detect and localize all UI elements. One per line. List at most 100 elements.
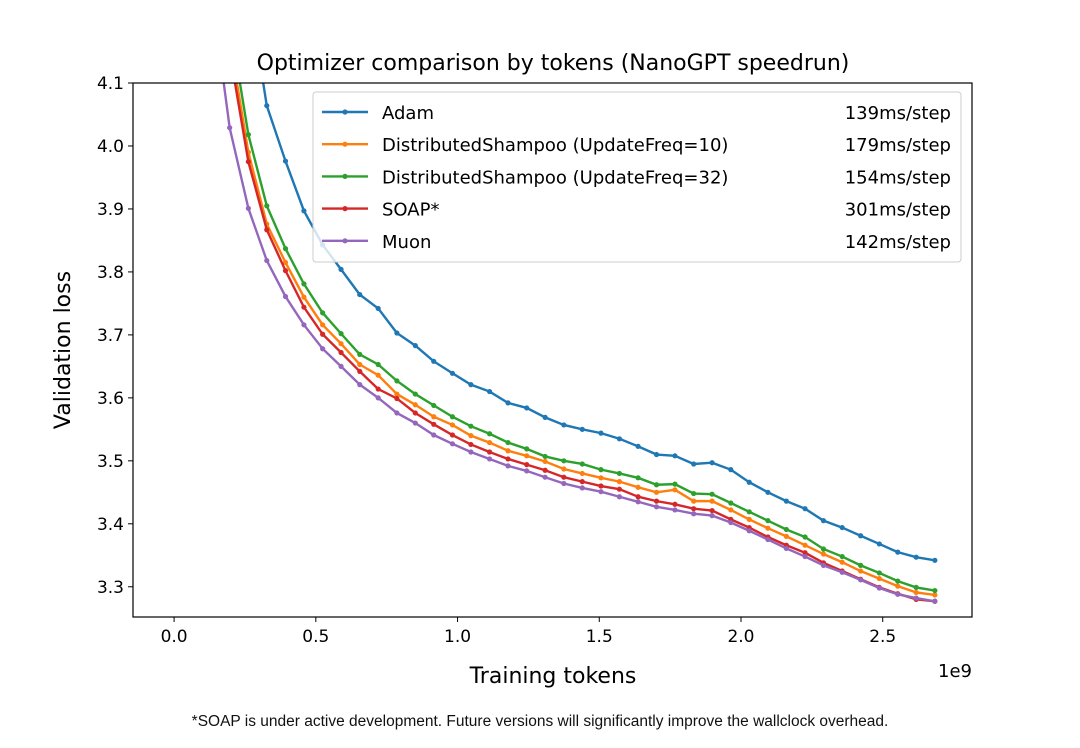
legend-label: Muon bbox=[382, 232, 431, 253]
data-point bbox=[802, 553, 808, 560]
data-point bbox=[486, 431, 493, 437]
data-point bbox=[579, 479, 585, 485]
data-point bbox=[412, 391, 418, 397]
data-point bbox=[412, 402, 418, 408]
legend-label: SOAP* bbox=[382, 200, 439, 221]
data-point bbox=[449, 441, 456, 447]
data-point bbox=[858, 533, 864, 539]
data-point bbox=[579, 426, 585, 432]
data-point bbox=[301, 294, 307, 300]
data-point bbox=[765, 525, 771, 531]
data-point bbox=[728, 507, 734, 513]
data-point bbox=[524, 468, 530, 474]
data-point bbox=[542, 467, 548, 473]
data-point bbox=[802, 534, 808, 540]
data-point bbox=[561, 458, 567, 464]
data-point bbox=[802, 506, 808, 512]
data-point bbox=[616, 486, 622, 492]
data-point bbox=[505, 463, 511, 469]
data-point bbox=[820, 546, 827, 552]
data-point bbox=[672, 487, 678, 493]
y-tick-label: 3.6 bbox=[97, 389, 124, 409]
y-tick-label: 3.5 bbox=[97, 452, 124, 472]
series-line bbox=[262, 83, 936, 562]
data-point bbox=[264, 257, 270, 264]
legend: Adam 139ms/step DistributedShampoo (Update… bbox=[312, 91, 962, 263]
data-point bbox=[320, 331, 326, 337]
data-point bbox=[486, 449, 493, 455]
data-point bbox=[524, 405, 530, 411]
x-tick-label: 0.5 bbox=[302, 627, 329, 647]
data-point bbox=[802, 542, 808, 548]
legend-entry: Muon 142ms/step bbox=[322, 232, 951, 253]
data-point bbox=[338, 349, 344, 356]
data-point bbox=[375, 372, 381, 378]
data-point bbox=[357, 382, 363, 388]
data-point bbox=[449, 414, 456, 420]
data-point bbox=[932, 598, 938, 604]
data-point bbox=[598, 489, 604, 495]
legend-box bbox=[312, 91, 962, 263]
data-point bbox=[357, 368, 363, 375]
data-point bbox=[635, 494, 641, 500]
data-point bbox=[375, 305, 381, 312]
series-2 bbox=[227, 17, 938, 594]
data-point bbox=[746, 516, 752, 522]
legend-entry: Adam 139ms/step bbox=[322, 103, 951, 124]
data-point bbox=[932, 592, 938, 598]
data-point bbox=[505, 439, 511, 446]
series-1 bbox=[235, 83, 938, 598]
x-tick-label: 0.0 bbox=[161, 627, 188, 647]
data-point bbox=[301, 281, 307, 287]
y-tick-label: 4.0 bbox=[97, 137, 124, 157]
series-0 bbox=[262, 83, 938, 563]
data-point bbox=[783, 545, 789, 551]
data-point bbox=[282, 158, 289, 164]
data-point bbox=[616, 479, 622, 485]
data-point bbox=[783, 533, 789, 539]
x-tick-label: 2.5 bbox=[869, 627, 896, 647]
data-point bbox=[320, 310, 326, 316]
data-point bbox=[505, 400, 511, 406]
data-point bbox=[802, 550, 808, 556]
data-point bbox=[227, 17, 232, 22]
data-point bbox=[672, 501, 678, 507]
legend-entry: SOAP* 301ms/step bbox=[322, 200, 951, 221]
data-point bbox=[653, 482, 660, 488]
data-point bbox=[709, 491, 715, 497]
data-point bbox=[301, 208, 307, 214]
data-point bbox=[653, 504, 660, 510]
data-point bbox=[876, 541, 882, 547]
data-point bbox=[746, 528, 752, 534]
legend-note: 301ms/step bbox=[845, 200, 951, 221]
data-point bbox=[542, 453, 548, 460]
data-point bbox=[468, 433, 474, 439]
legend-note: 179ms/step bbox=[845, 135, 951, 156]
data-point bbox=[431, 421, 437, 427]
data-point bbox=[468, 382, 474, 388]
data-point bbox=[357, 351, 363, 358]
x-tick-label: 1.5 bbox=[586, 627, 613, 647]
data-point bbox=[542, 474, 548, 480]
data-point bbox=[728, 519, 734, 526]
y-tick-label: 3.8 bbox=[97, 263, 124, 283]
y-tick-label: 3.7 bbox=[97, 326, 124, 346]
y-axis-label: Validation loss bbox=[51, 271, 76, 429]
data-point bbox=[783, 526, 789, 533]
data-point bbox=[468, 423, 474, 429]
data-point bbox=[653, 498, 660, 504]
data-point bbox=[320, 322, 326, 328]
data-point bbox=[598, 430, 604, 436]
data-point bbox=[913, 595, 919, 601]
data-point bbox=[765, 489, 771, 495]
data-point bbox=[895, 591, 901, 597]
data-point bbox=[468, 449, 474, 455]
data-point bbox=[653, 489, 660, 495]
data-point bbox=[245, 159, 251, 165]
data-point bbox=[524, 453, 530, 459]
data-point bbox=[338, 331, 344, 337]
data-point bbox=[820, 518, 827, 524]
data-point bbox=[542, 414, 548, 420]
data-point bbox=[709, 513, 715, 519]
data-point bbox=[449, 422, 456, 428]
